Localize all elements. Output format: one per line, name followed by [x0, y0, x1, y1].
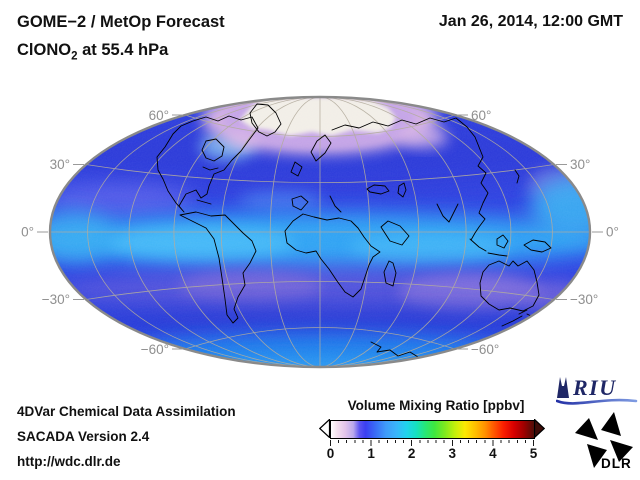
version-caption: SACADA Version 2.4 [17, 429, 150, 444]
colorbar-overflow-arrow [534, 419, 545, 438]
riu-swoosh [556, 398, 638, 405]
forecast-datetime: Jan 26, 2014, 12:00 GMT [438, 13, 623, 30]
colorbar-tick-3: 3 [448, 446, 457, 461]
pressure-level: at 55.4 hPa [77, 41, 169, 59]
latitude-labels: 60° 60° 30° 30° 0° 0° −30° −30° −60° −60… [21, 108, 619, 357]
lat-label-0-right: 0° [606, 225, 619, 240]
graticule [50, 97, 590, 367]
colorbar-title: Volume Mixing Ratio [ppbv] [347, 398, 525, 413]
lat-label-60n-right: 60° [471, 108, 491, 123]
dlr-logo-text: DLR [601, 456, 632, 470]
lat-label-30s-left: −30° [42, 292, 70, 307]
colorbar-gradient [330, 420, 535, 439]
lat-label-60n-left: 60° [149, 108, 169, 123]
dlr-logo: DLR [575, 412, 633, 470]
colorbar-tick-5: 5 [529, 446, 538, 461]
lat-label-30s-right: −30° [570, 292, 598, 307]
riu-logo-text: RIU [572, 375, 617, 400]
lat-label-60s-right: −60° [471, 342, 499, 357]
colorbar-tick-2: 2 [407, 446, 416, 461]
riu-logo: RIU [556, 375, 638, 405]
plot-title: GOME−2 / MetOp Forecast [17, 13, 225, 31]
mixing-ratio-field [50, 97, 590, 367]
plot-subtitle: ClONO2 at 55.4 hPa [17, 41, 168, 62]
latitude-ticks [37, 114, 603, 350]
lat-label-0-left: 0° [21, 225, 34, 240]
cathedral-icon [557, 377, 569, 398]
colorbar-tick-0: 0 [326, 446, 335, 461]
colorbar-major-ticks [330, 440, 535, 446]
dlr-emblem-icon [575, 412, 633, 468]
lat-label-60s-left: −60° [141, 342, 169, 357]
assimilation-caption: 4DVar Chemical Data Assimilation [17, 404, 236, 419]
species-name: ClONO [17, 41, 72, 59]
colorbar-tick-1: 1 [367, 446, 375, 461]
colorbar-underflow-arrow [319, 419, 330, 438]
lat-label-30n-right: 30° [570, 157, 590, 172]
coastlines [156, 103, 552, 358]
colorbar-tick-4: 4 [489, 446, 497, 461]
url-caption: http://wdc.dlr.de [17, 454, 121, 469]
globe-outline [48, 95, 592, 369]
lat-label-30n-left: 30° [50, 157, 70, 172]
colorbar: Volume Mixing Ratio [ppbv] 0 1 2 3 4 5 [319, 398, 552, 470]
species-subscript: 2 [71, 50, 78, 63]
